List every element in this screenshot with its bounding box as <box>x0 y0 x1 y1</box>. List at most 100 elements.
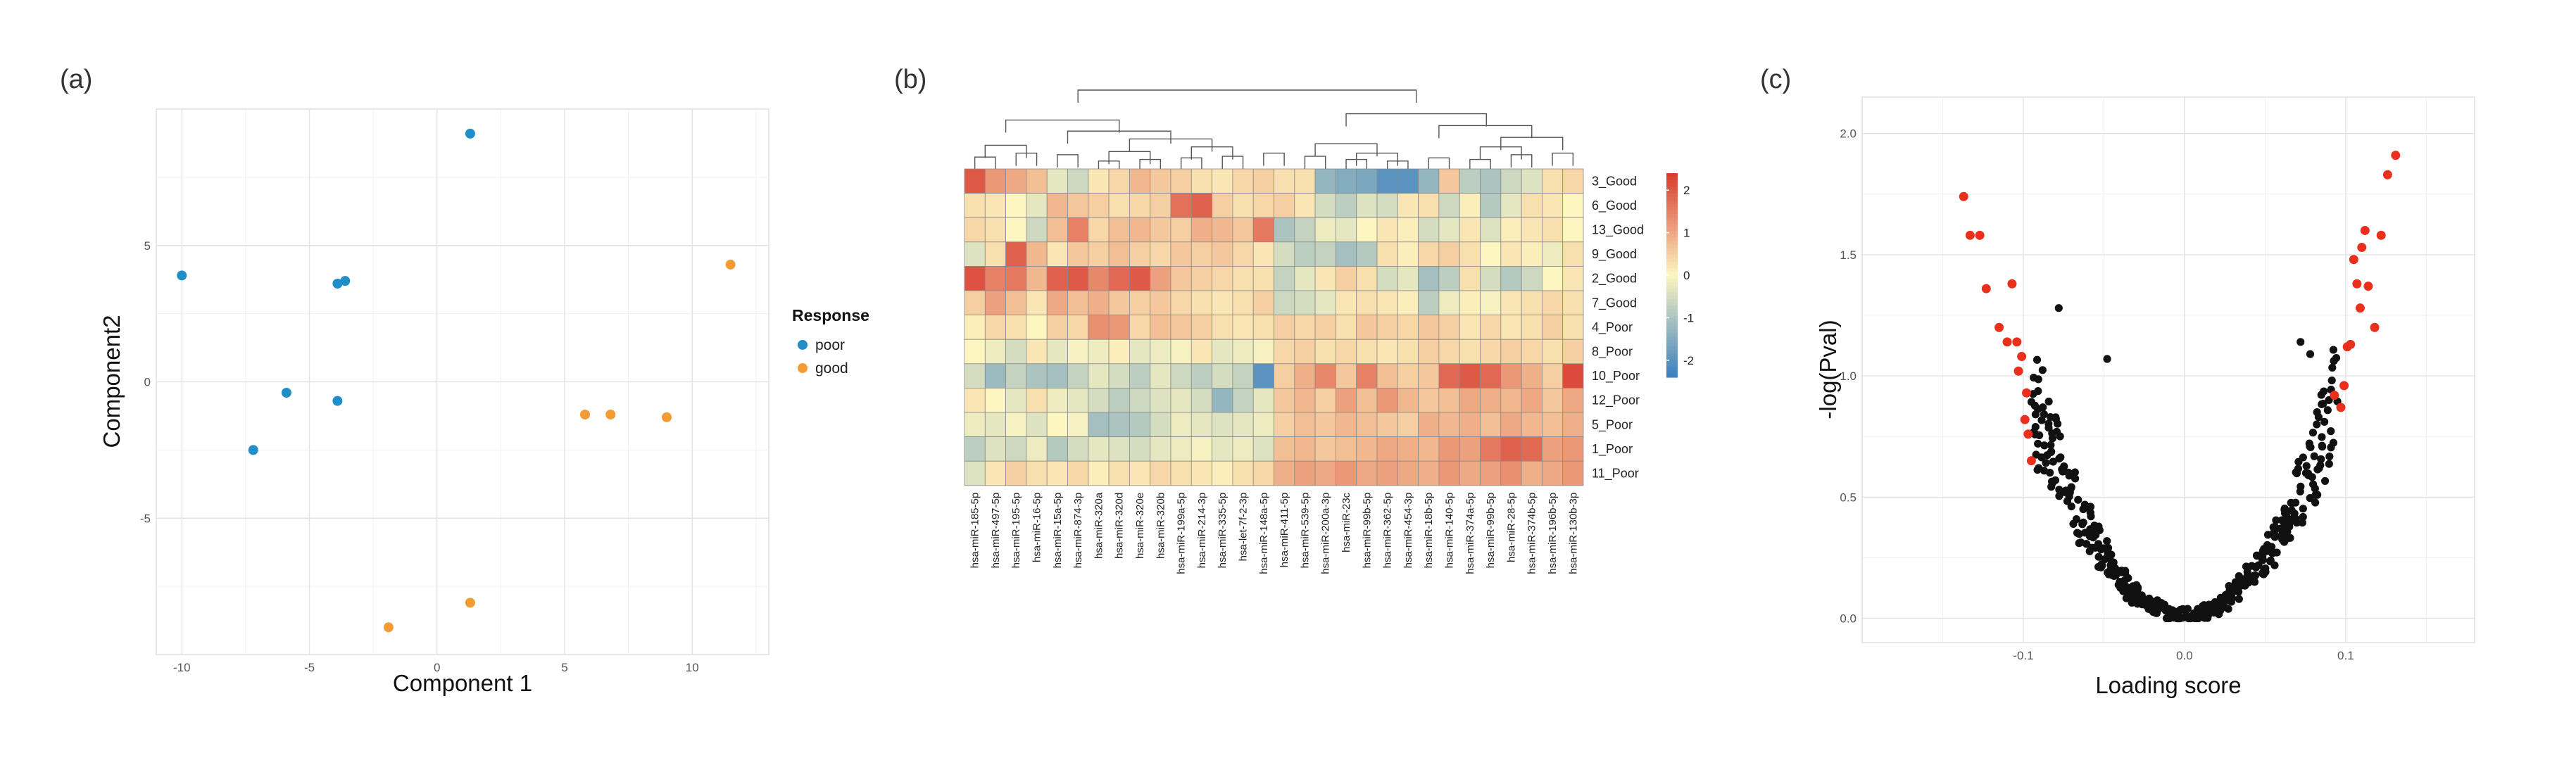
point-not-significant <box>2325 460 2333 468</box>
heatmap-cell <box>1252 217 1274 243</box>
point-not-significant <box>2055 486 2063 494</box>
heatmap-cell <box>1067 339 1089 365</box>
colorbar-segment <box>1666 333 1678 337</box>
heatmap-cell <box>1356 460 1378 486</box>
heatmap-cell <box>1005 265 1027 291</box>
point-not-significant <box>2240 579 2249 587</box>
point-significant <box>2012 337 2022 347</box>
x-ticks-a: -10 -5 0 5 10 <box>173 661 699 674</box>
colorbar-segment <box>1666 248 1678 252</box>
heatmap-cell <box>1459 339 1481 365</box>
point-poor <box>332 279 343 289</box>
heatmap-cell <box>1026 193 1048 218</box>
point-not-significant <box>2074 495 2082 504</box>
dendrogram-branch <box>1263 152 1285 166</box>
point-not-significant <box>2027 398 2036 406</box>
heatmap-cell <box>1170 339 1192 365</box>
heatmap-cell <box>1294 339 1316 365</box>
heatmap-cell <box>1500 241 1522 267</box>
heatmap-cell <box>1376 168 1398 194</box>
heatmap-cell <box>1562 339 1584 365</box>
heatmap-cell <box>1026 460 1048 486</box>
heatmap-cell <box>1190 217 1212 243</box>
heatmap-cell <box>1274 339 1295 365</box>
heatmap-cell <box>1418 315 1440 340</box>
column-label: hsa-miR-497-5p <box>990 493 1002 569</box>
colorbar-segment <box>1666 282 1678 286</box>
colorbar-segment <box>1666 312 1678 317</box>
heatmap-cell <box>1108 265 1130 291</box>
heatmap-cell <box>1067 217 1089 243</box>
heatmap-cell <box>1067 460 1089 486</box>
heatmap-cell <box>1542 217 1564 243</box>
y-tick-label: 0.5 <box>1840 491 1856 504</box>
heatmap-cell <box>1190 460 1212 486</box>
heatmap-cell <box>1356 290 1378 315</box>
point-not-significant <box>2211 598 2220 607</box>
heatmap-cell <box>1046 412 1068 437</box>
heatmap-cell <box>1397 436 1419 462</box>
dendrogram-branch <box>1067 130 1171 144</box>
colorbar-segment <box>1666 316 1678 320</box>
heatmap-cell <box>1190 265 1212 291</box>
heatmap-cell <box>1480 460 1502 486</box>
heatmap-cell <box>1150 290 1171 315</box>
heatmap-cell <box>1088 339 1110 365</box>
colorbar-segment <box>1666 173 1678 177</box>
heatmap-cell <box>1150 412 1171 437</box>
colorbar-tick-label: -1 <box>1683 311 1694 324</box>
colorbar-segment <box>1666 227 1678 232</box>
heatmap-cell <box>1026 412 1048 437</box>
heatmap-cell <box>1314 193 1336 218</box>
heatmap-cell <box>1418 388 1440 413</box>
point-significant <box>2002 337 2012 347</box>
heatmap-cell <box>1418 290 1440 315</box>
heatmap-cell <box>1336 217 1357 243</box>
point-significant <box>1981 284 1991 293</box>
heatmap-cell <box>984 265 1007 291</box>
point-not-significant <box>2187 613 2196 621</box>
point-not-significant <box>2038 366 2047 374</box>
point-not-significant <box>2252 551 2261 560</box>
heatmap-cell <box>1314 412 1336 437</box>
heatmap-cell <box>1067 290 1089 315</box>
heatmap-cell <box>1480 412 1502 437</box>
point-not-significant <box>2090 522 2099 530</box>
heatmap-cell <box>1005 217 1027 243</box>
heatmap-cell <box>1562 315 1584 340</box>
point-not-significant <box>2031 422 2040 431</box>
heatmap-cell <box>1150 315 1171 340</box>
heatmap-cell <box>1480 436 1502 462</box>
point-not-significant <box>2261 567 2270 576</box>
point-good <box>465 598 475 608</box>
heatmap-cell <box>1397 241 1419 267</box>
column-label: hsa-miR-199a-5p <box>1176 493 1188 574</box>
heatmap-cell <box>1170 265 1192 291</box>
y-tick-label: 2.0 <box>1840 127 1856 141</box>
colorbar-segment <box>1666 326 1678 330</box>
colorbar-segment <box>1666 251 1678 255</box>
heatmap-cell <box>1397 412 1419 437</box>
heatmap-cell <box>1500 315 1522 340</box>
point-not-significant <box>2044 397 2053 406</box>
heatmap-cell <box>1418 339 1440 365</box>
heatmap-cell <box>1129 290 1151 315</box>
heatmap-cell <box>1376 193 1398 218</box>
heatmap-cell <box>1190 436 1212 462</box>
heatmap-cell <box>1252 265 1274 291</box>
heatmap-cell <box>1376 217 1398 243</box>
y-axis-label-a: Component2 <box>99 315 125 448</box>
heatmap-cell <box>1480 290 1502 315</box>
colorbar-segment <box>1666 292 1678 296</box>
colorbar-segment <box>1666 268 1678 272</box>
x-axis-label-a: Component 1 <box>393 670 532 696</box>
heatmap-cell <box>1500 265 1522 291</box>
heatmap-cell <box>964 193 986 218</box>
point-not-significant <box>2310 452 2318 460</box>
heatmap-cell <box>1108 460 1130 486</box>
heatmap-cell <box>1418 460 1440 486</box>
heatmap-cell <box>1274 388 1295 413</box>
colorbar-segment <box>1666 360 1678 365</box>
dendrogram-branch <box>1438 125 1533 139</box>
point-poor <box>248 445 258 455</box>
